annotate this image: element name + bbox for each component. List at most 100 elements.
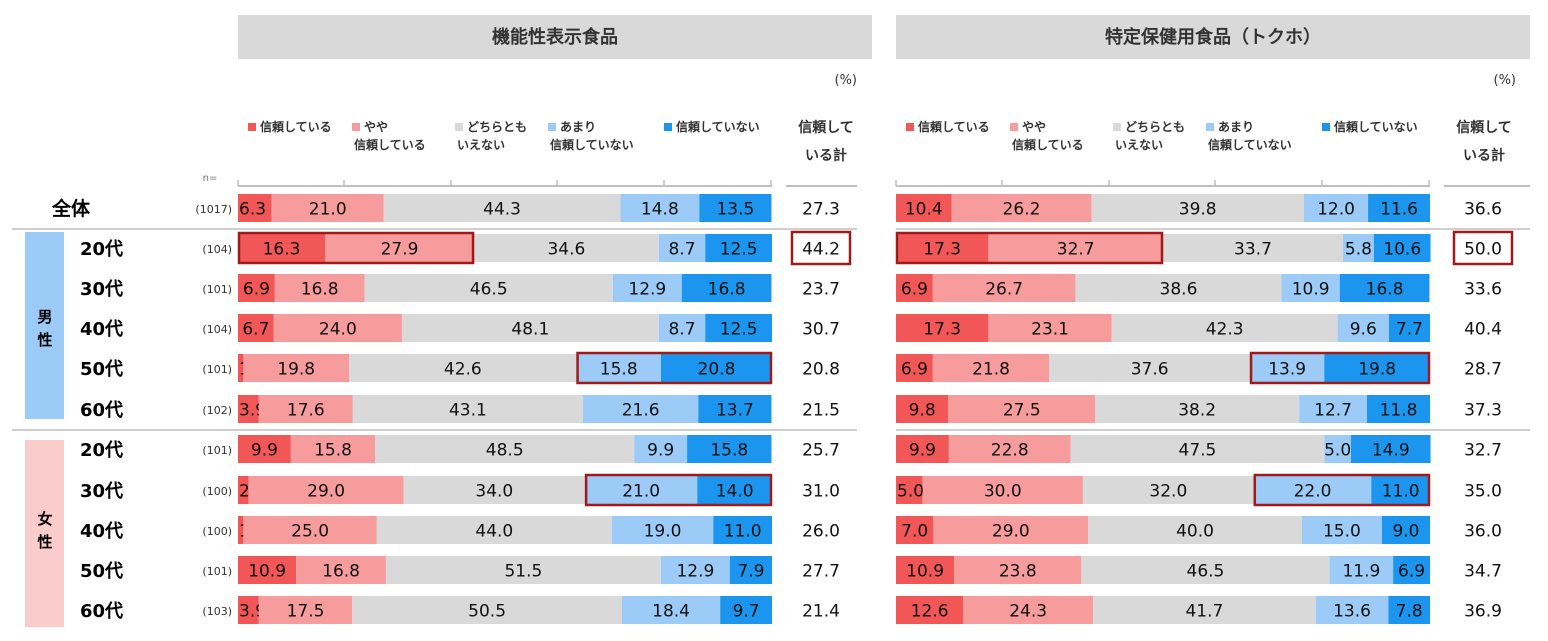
bar-segment-somewhat-trust [951, 194, 1092, 222]
bar-segment-no-trust [681, 274, 772, 302]
highlight-box [576, 351, 773, 385]
bar-segment-not-much [1301, 516, 1382, 544]
total-value-label: 28.7 [1464, 360, 1502, 380]
bar-value-label: 29.0 [307, 482, 345, 502]
bar-segment-no-trust [699, 194, 772, 222]
bar-row: 6.9 21.8 37.6 13.9 19.8 28.7 [896, 354, 1502, 382]
bar-segment-neutral [376, 516, 612, 544]
highlight-box [584, 473, 773, 507]
row-n-count: (103) [202, 605, 232, 618]
bar-segment-not-much [1324, 435, 1351, 463]
bar-segment-not-much [585, 476, 698, 504]
bar-value-label: 21.0 [622, 482, 660, 502]
legend-swatch-somewhat-trust [1010, 123, 1018, 131]
total-value-label: 20.8 [802, 360, 840, 380]
total-value-label: 44.2 [802, 240, 840, 260]
row-label-age: 20代 [80, 239, 123, 260]
bar-segment-no-trust [705, 234, 772, 262]
total-value-label: 26.0 [802, 522, 840, 542]
bar-value-label: 40.0 [1176, 522, 1214, 542]
bar-segment-trust [896, 435, 949, 463]
bar-value-label: 34.6 [547, 240, 585, 260]
legend-label-no-trust: 信頼していない [676, 119, 760, 134]
bar-value-label: 15.0 [1323, 522, 1361, 542]
row-label-overall: 全体 [51, 197, 91, 220]
legend-label-line: いえない [457, 138, 505, 152]
bar-segment-trust [238, 194, 272, 222]
bar-segment-somewhat-trust [988, 234, 1163, 262]
legend-swatch-neutral [1113, 123, 1121, 131]
highlight-box [237, 231, 475, 265]
bar-segment-neutral [1088, 516, 1302, 544]
bar-value-label: 12.0 [1317, 200, 1355, 220]
bar-value-label: 12.5 [720, 240, 758, 260]
bar-segment-not-much [611, 516, 714, 544]
legend-swatch-neutral [455, 123, 463, 131]
bar-segment-not-much [658, 314, 706, 342]
legend-swatch-not-much [548, 123, 556, 131]
bar-segment-trust [238, 354, 244, 382]
bar-value-label: 9.9 [251, 441, 278, 461]
bar-value-label: 5.8 [1345, 240, 1372, 260]
bar-value-label: 42.6 [444, 360, 482, 380]
row-n-count: (101) [202, 363, 232, 376]
bar-segment-neutral [401, 314, 659, 342]
bar-value-label: 10.9 [1292, 280, 1330, 300]
legend-label-not-much: あまり信頼していない [1208, 120, 1292, 152]
bar-row: 1.019.842.615.820.820.8 [238, 354, 840, 382]
legend-swatch-no-trust [664, 123, 672, 131]
bar-value-label: 8.7 [668, 240, 695, 260]
bar-value-label: 11.9 [1342, 562, 1380, 582]
bar-value-label: 17.3 [923, 240, 961, 260]
bar-row: 10.4 26.2 39.8 12.0 11.6 36.6 [896, 194, 1502, 222]
bar-value-label: 23.1 [1031, 320, 1069, 340]
chart-panel-2: 特定保健用食品（トクホ）(%)信頼している やや信頼しているどちらともいえないあま… [895, 15, 1530, 624]
bar-value-label: 19.0 [644, 522, 682, 542]
bar-row: 12.6 24.3 41.7 13.6 7.8 36.9 [896, 596, 1502, 624]
bar-segment-neutral [352, 395, 583, 423]
bar-segment-trust [896, 234, 989, 262]
bar-segment-somewhat-trust [248, 476, 404, 504]
bar-value-label: 24.0 [319, 320, 357, 340]
bar-value-label: 34.0 [475, 482, 513, 502]
bar-row: 3.9 17.5 50.5 18.4 9.7 21.4 [238, 596, 840, 624]
bar-value-label: 39.8 [1179, 200, 1217, 220]
bar-row: 6.7 24.0 48.1 8.7 12.5 30.7 [238, 314, 840, 342]
bar-segment-no-trust [698, 395, 772, 423]
bar-value-label: 14.9 [1372, 441, 1410, 461]
bar-segment-somewhat-trust [933, 516, 1089, 544]
bar-row: 9.8 27.5 38.2 12.7 11.8 37.3 [896, 395, 1502, 423]
legend-label-line: 信頼していない [1334, 119, 1418, 134]
legend-label-somewhat-trust: やや信頼している [354, 120, 426, 152]
bar-value-label: 24.3 [1009, 602, 1047, 622]
bar-value-label: 6.9 [901, 280, 928, 300]
row-label-age: 30代 [80, 279, 123, 300]
bar-row: 9.9 15.8 48.5 9.9 15.8 25.7 [238, 435, 840, 463]
row-label-age: 30代 [80, 481, 123, 502]
bar-segment-no-trust [1388, 596, 1430, 624]
legend-label-line: 信頼していない [1208, 137, 1292, 152]
row-n-count: (1017) [195, 203, 232, 216]
bar-segment-not-much [1303, 194, 1369, 222]
bar-row: 6.3 21.0 44.3 14.8 13.5 27.3 [238, 194, 840, 222]
bar-segment-trust [238, 556, 297, 584]
bar-segment-somewhat-trust [988, 314, 1112, 342]
bar-segment-neutral [385, 556, 661, 584]
bar-value-label: 19.8 [1358, 360, 1396, 380]
bar-value-label: 5.0 [1324, 441, 1351, 461]
bar-segment-neutral [1070, 435, 1325, 463]
bar-value-label: 44.0 [475, 522, 513, 542]
highlight-total-box [1452, 230, 1514, 266]
bar-segment-trust [896, 596, 964, 624]
legend-label-line: 信頼していない [676, 119, 760, 134]
bar-value-label: 32.0 [1149, 482, 1187, 502]
bar-segment-trust [896, 194, 952, 222]
total-value-label: 50.0 [1464, 240, 1502, 260]
total-value-label: 31.0 [802, 482, 840, 502]
row-label-age: 40代 [80, 319, 123, 340]
bar-value-label: 14.0 [716, 482, 754, 502]
row-n-count: (101) [202, 283, 232, 296]
bar-value-label: 12.9 [676, 562, 714, 582]
legend-label-somewhat-trust: やや信頼している [1012, 120, 1084, 152]
